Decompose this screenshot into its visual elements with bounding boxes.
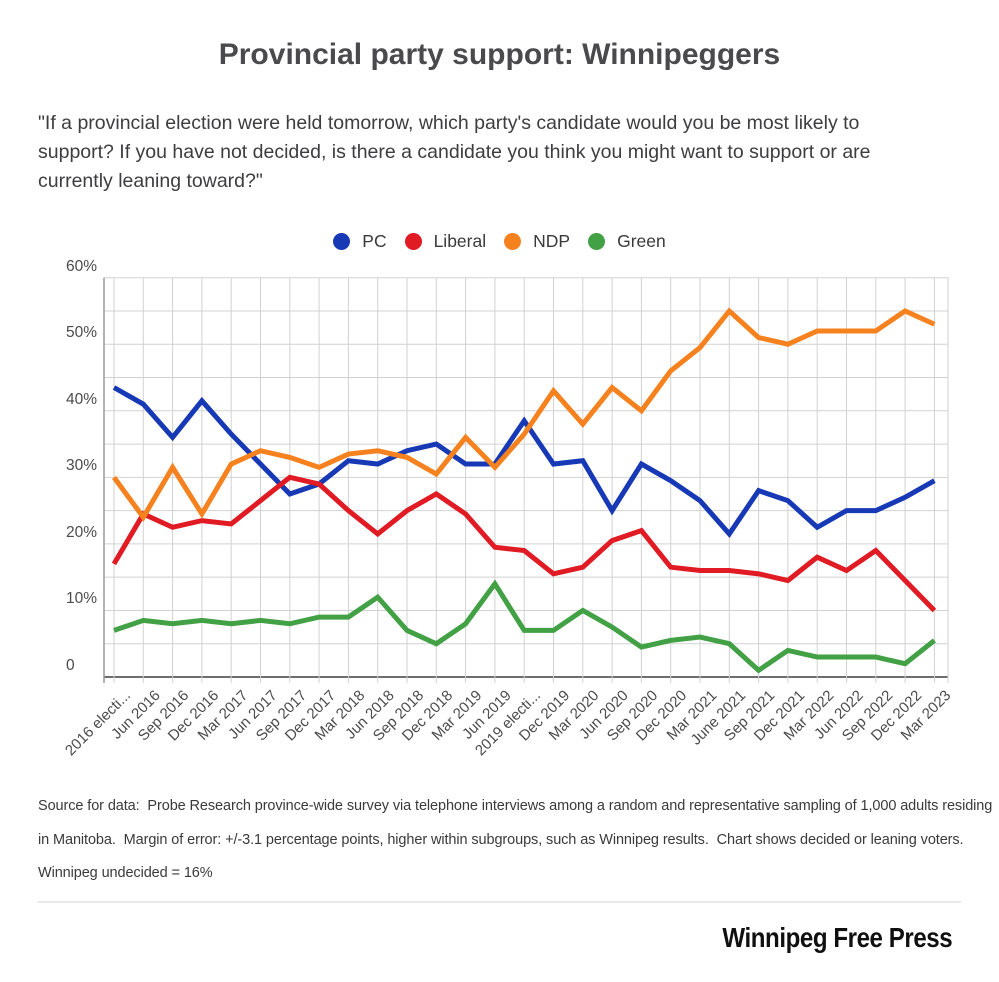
y-tick-label: 30% [66, 457, 98, 475]
legend-label-liberal: Liberal [433, 231, 487, 251]
source-note: Source for data: Probe Research province… [38, 790, 992, 891]
source-note-line: in Manitoba. Margin of error: +/-3.1 per… [38, 831, 964, 848]
series-line-liberal [111, 474, 937, 613]
legend-label-ndp: NDP [533, 231, 571, 251]
legend-item-pc: PC [333, 231, 387, 252]
legend-item-ndp: NDP [504, 231, 570, 252]
winnipeg-free-press-logo: Winnipeg Free Press [722, 922, 952, 953]
survey-question: "If a provincial election were held tomo… [38, 109, 871, 196]
legend-item-liberal: Liberal [404, 231, 487, 252]
series-line-ndp [111, 307, 936, 522]
footer-divider [38, 901, 961, 903]
y-tick-label: 50% [66, 324, 98, 342]
source-note-line: Source for data: Probe Research province… [38, 798, 993, 814]
y-tick-label: 40% [66, 390, 98, 408]
series-line-green [113, 579, 936, 674]
chart-legend: PC Liberal NDP Green [0, 231, 999, 252]
legend-item-green: Green [588, 231, 666, 252]
legend-label-pc: PC [362, 231, 387, 251]
source-note-line: Winnipeg undecided = 16% [38, 865, 213, 881]
survey-question-line: currently leaning toward?" [38, 170, 263, 192]
legend-dot-green [588, 233, 606, 250]
legend-dot-liberal [404, 233, 422, 250]
legend-dot-pc [333, 233, 351, 250]
y-tick-label: 20% [66, 523, 98, 541]
survey-question-line: "If a provincial election were held tomo… [38, 112, 860, 134]
line-chart [103, 277, 949, 683]
y-tick-label: 0 [66, 657, 75, 674]
y-tick-label: 10% [66, 590, 98, 608]
y-tick-label: 60% [66, 257, 98, 275]
legend-label-green: Green [617, 231, 666, 251]
legend-dot-ndp [504, 233, 522, 250]
page-title: Provincial party support: Winnipeggers [218, 38, 781, 71]
survey-question-line: support? If you have not decided, is the… [38, 141, 871, 163]
